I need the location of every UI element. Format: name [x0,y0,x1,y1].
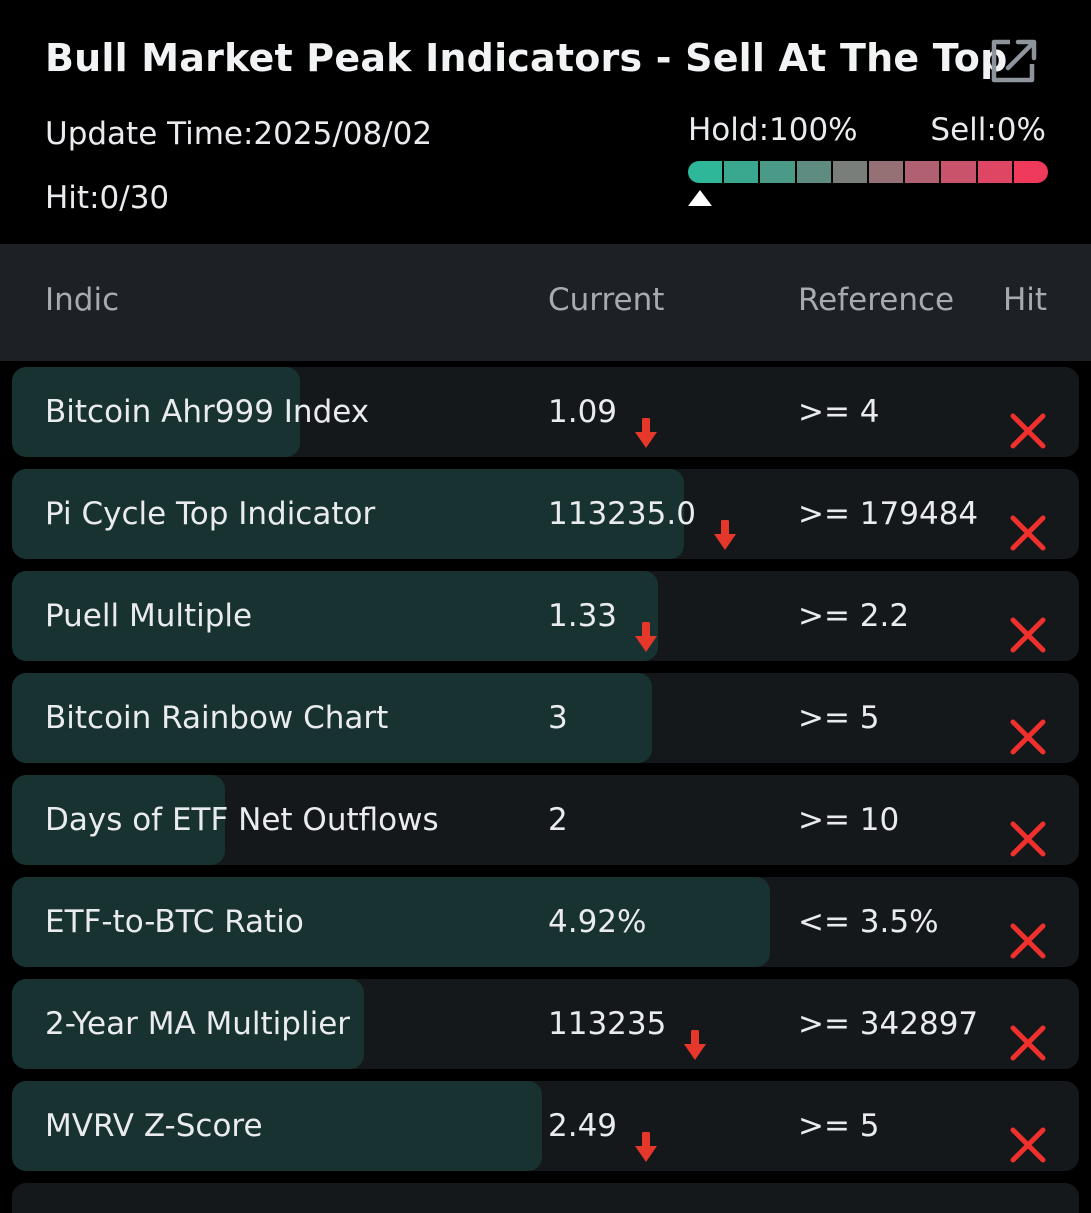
column-header-indicator: Indic [45,282,120,318]
progress-fill [12,979,364,1069]
hit-status [1010,877,1050,967]
reference-value: >= 10 [798,802,900,838]
gauge-segment [760,161,795,183]
hit-status [1010,367,1050,457]
indicator-row[interactable]: Days of ETF Net Outflows 2 >= 10 [12,775,1079,865]
progress-fill [12,469,684,559]
share-icon[interactable] [988,36,1040,86]
hit-status [1010,673,1050,763]
hit-count: Hit:0/30 [45,180,170,216]
down-arrow-icon [635,394,658,448]
close-icon [1010,904,1046,959]
gauge-segment [941,161,976,183]
indicator-name: Bitcoin Ahr999 Index [45,394,370,430]
reference-value: >= 5 [798,700,880,736]
current-value: 2.49 [548,1108,618,1144]
down-arrow-icon [635,1108,658,1162]
down-arrow-icon [684,1006,707,1060]
hit-status [1010,775,1050,865]
hold-sell-gauge [688,161,1049,183]
close-icon [1010,1108,1046,1163]
current-value: 2 [548,802,568,838]
current-value-cell: 113235 [548,979,707,1069]
indicator-row[interactable]: Pi Cycle Top Indicator 113235.0 >= 179484 [12,469,1079,559]
gauge-pointer-icon [688,190,712,206]
hit-status [1010,1081,1050,1171]
progress-fill [12,367,300,457]
indicator-name: Pi Cycle Top Indicator [45,496,376,532]
progress-fill [12,673,652,763]
indicator-row[interactable]: Puell Multiple 1.33 >= 2.2 [12,571,1079,661]
current-value: 3 [548,700,568,736]
current-value-cell: 2.49 [548,1081,658,1171]
gauge-segment [832,161,868,183]
close-icon [1010,598,1046,653]
progress-fill [12,775,225,865]
page-header: Bull Market Peak Indicators - Sell At Th… [0,0,1091,244]
gauge-segment [724,161,759,183]
update-time: Update Time:2025/08/02 [45,116,433,152]
indicator-name: 2-Year MA Multiplier [45,1006,351,1042]
column-header-hit: Hit [1003,282,1048,318]
indicator-row[interactable]: 2-Year MA Multiplier 113235 >= 342897 [12,979,1079,1069]
gauge-segment [796,161,831,183]
reference-value: >= 5 [798,1108,880,1144]
indicator-row[interactable]: ETF-to-BTC Ratio 4.92% <= 3.5% [12,877,1079,967]
down-arrow-icon [713,496,736,550]
indicator-name: MVRV Z-Score [45,1108,263,1144]
down-arrow-icon [635,598,658,652]
progress-fill [12,877,770,967]
gauge-segment [688,161,723,183]
gauge-segment [905,161,940,183]
page-title: Bull Market Peak Indicators - Sell At Th… [45,36,1008,80]
reference-value: >= 179484 [798,496,979,532]
current-value-cell: 1.33 [548,571,658,661]
hit-status [1010,469,1050,559]
current-value: 1.09 [548,394,618,430]
current-value-cell: 113235.0 [548,469,736,559]
gauge-segment [1013,161,1049,183]
sell-percentage: Sell:0% [930,112,1046,148]
indicator-row[interactable]: MVRV Z-Score 2.49 >= 5 [12,1081,1079,1171]
reference-value: >= 342897 [798,1006,979,1042]
close-icon [1010,700,1046,755]
progress-fill [12,1081,542,1171]
indicator-name: Puell Multiple [45,598,253,634]
gauge-segment [869,161,904,183]
hit-status [1010,571,1050,661]
current-value-cell: 3 [548,673,568,763]
progress-fill [12,571,658,661]
reference-value: >= 2.2 [798,598,910,634]
indicator-list: Bitcoin Ahr999 Index 1.09 >= 4 Pi Cycle Top… [0,361,1091,1213]
indicator-row[interactable]: Bitcoin Rainbow Chart 3 >= 5 [12,673,1079,763]
gauge-segment [977,161,1012,183]
close-icon [1010,496,1046,551]
current-value: 113235.0 [548,496,696,532]
column-header-current: Current [548,282,665,318]
table-header: Indic Current Reference Hit [0,244,1091,361]
close-icon [1010,394,1046,449]
hold-percentage: Hold:100% [688,112,858,148]
hit-status [1010,979,1050,1069]
current-value-cell: 2 [548,775,568,865]
column-header-reference: Reference [798,282,955,318]
indicator-row[interactable]: Bitcoin Ahr999 Index 1.09 >= 4 [12,367,1079,457]
current-value-cell: 1.09 [548,367,658,457]
current-value: 1.33 [548,598,618,634]
indicator-row[interactable] [12,1183,1079,1213]
current-value-cell: 4.92% [548,877,646,967]
close-icon [1010,1006,1046,1061]
indicator-name: Days of ETF Net Outflows [45,802,439,838]
reference-value: >= 4 [798,394,880,430]
current-value: 113235 [548,1006,667,1042]
reference-value: <= 3.5% [798,904,939,940]
close-icon [1010,802,1046,857]
indicator-name: ETF-to-BTC Ratio [45,904,304,940]
indicator-name: Bitcoin Rainbow Chart [45,700,389,736]
current-value: 4.92% [548,904,647,940]
